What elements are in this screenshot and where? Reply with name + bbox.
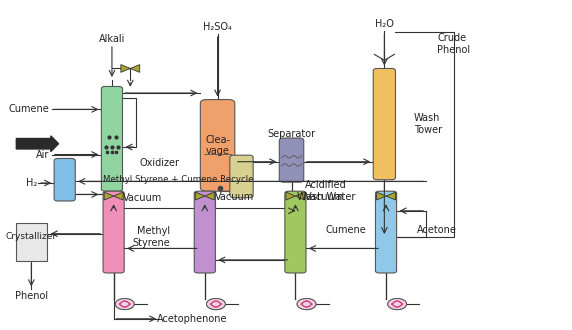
Polygon shape — [196, 192, 205, 200]
Text: Cumene: Cumene — [326, 225, 367, 235]
Polygon shape — [104, 192, 114, 200]
Text: Crude
Phenol: Crude Phenol — [437, 33, 470, 55]
Text: Acetophenone: Acetophenone — [156, 314, 227, 324]
Text: Acidified
Wash Water: Acidified Wash Water — [297, 181, 355, 202]
Text: Vacuum: Vacuum — [123, 193, 162, 203]
FancyBboxPatch shape — [279, 138, 304, 182]
FancyBboxPatch shape — [16, 223, 47, 261]
Text: Crystallizer: Crystallizer — [6, 232, 57, 241]
Circle shape — [297, 299, 316, 310]
Text: Cumene: Cumene — [9, 104, 49, 115]
FancyBboxPatch shape — [230, 155, 253, 198]
Text: Phenol: Phenol — [15, 291, 48, 301]
Text: Oxidizer: Oxidizer — [139, 158, 179, 168]
Polygon shape — [114, 192, 123, 200]
Circle shape — [116, 299, 134, 310]
FancyBboxPatch shape — [285, 191, 306, 273]
Polygon shape — [386, 192, 395, 200]
Text: Separator: Separator — [268, 129, 316, 139]
Circle shape — [206, 299, 225, 310]
Text: Methyl Styrene + Cumene Recycle: Methyl Styrene + Cumene Recycle — [104, 175, 254, 184]
Text: H₂: H₂ — [26, 178, 37, 188]
Text: Wash
Tower: Wash Tower — [414, 113, 442, 135]
FancyBboxPatch shape — [54, 158, 76, 201]
Circle shape — [297, 299, 316, 310]
Text: H₂SO₄: H₂SO₄ — [203, 22, 232, 32]
Circle shape — [388, 299, 407, 310]
Text: Vacuum: Vacuum — [215, 192, 254, 202]
Polygon shape — [205, 192, 214, 200]
Polygon shape — [130, 65, 140, 72]
Circle shape — [206, 299, 225, 310]
FancyBboxPatch shape — [200, 100, 235, 191]
FancyBboxPatch shape — [103, 191, 124, 273]
Text: Acetone: Acetone — [417, 225, 457, 235]
FancyBboxPatch shape — [374, 68, 395, 180]
Polygon shape — [121, 65, 130, 72]
FancyArrow shape — [17, 136, 58, 151]
Text: Alkali: Alkali — [99, 34, 125, 44]
FancyBboxPatch shape — [194, 191, 215, 273]
Circle shape — [388, 299, 407, 310]
Text: H₂O: H₂O — [375, 19, 394, 29]
Polygon shape — [376, 192, 386, 200]
Polygon shape — [286, 192, 295, 200]
Circle shape — [116, 299, 134, 310]
Polygon shape — [295, 192, 305, 200]
FancyBboxPatch shape — [101, 86, 122, 191]
Text: Clea-
vage: Clea- vage — [205, 135, 230, 156]
Text: Air: Air — [35, 149, 49, 159]
Text: Vacuum: Vacuum — [305, 192, 345, 202]
FancyBboxPatch shape — [375, 191, 396, 273]
Text: Methyl
Styrene: Methyl Styrene — [133, 226, 170, 248]
